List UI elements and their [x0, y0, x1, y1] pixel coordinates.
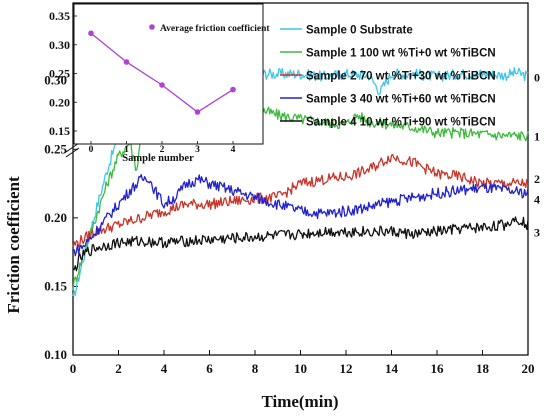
legend-label: Sample 3 40 wt %Ti+60 wt %TiBCN — [306, 94, 496, 106]
inset-y-tick-label: 0.20 — [49, 95, 70, 109]
series-line — [72, 174, 529, 257]
series-line — [72, 216, 529, 272]
y-tick-label: 0.20 — [44, 210, 67, 225]
x-tick-label: 2 — [115, 361, 122, 376]
legend-label: Sample 2 70 wt %Ti+30 wt %TiBCN — [306, 71, 496, 83]
x-tick-label: 8 — [252, 361, 259, 376]
inset-y-tick-label: 0.15 — [49, 124, 70, 138]
x-tick-label: 0 — [70, 361, 77, 376]
inset-y-tick-label: 0.30 — [49, 38, 70, 52]
inset-x-axis-label: Sample number — [122, 153, 194, 164]
inset-x-tick-label: 4 — [231, 145, 236, 155]
legend-label: Sample 0 Substrate — [306, 25, 413, 37]
x-axis-label: Time(min) — [261, 392, 338, 411]
inset-frame — [73, 3, 264, 145]
series-end-label: 3 — [534, 226, 540, 240]
inset-y-tick-label: 0.25 — [49, 67, 70, 81]
x-tick-label: 4 — [161, 361, 168, 376]
series-end-label: 2 — [534, 172, 540, 186]
legend-label: Sample 4 10 wt %Ti+90 wt %TiBCN — [306, 117, 496, 129]
inset-x-tick-label: 1 — [124, 145, 129, 155]
y-axis-label: Friction coefficient — [4, 176, 23, 314]
legend-label: Sample 1 100 wt %Ti+0 wt %TiBCN — [306, 48, 496, 60]
x-tick-label: 16 — [431, 361, 445, 376]
inset-x-tick-label: 2 — [160, 145, 165, 155]
series-end-label: 0 — [534, 71, 540, 85]
x-tick-label: 20 — [522, 361, 535, 376]
y-tick-label: 0.30 — [44, 73, 67, 88]
y-tick-label: 0.15 — [44, 278, 67, 293]
series-end-label: 1 — [534, 130, 540, 144]
inset-x-tick-label: 3 — [195, 145, 200, 155]
inset-legend-marker — [149, 24, 155, 30]
x-tick-label: 10 — [294, 361, 307, 376]
inset-data-point — [159, 82, 165, 88]
inset-y-tick-label: 0.35 — [49, 9, 70, 23]
y-tick-label: 0.25 — [44, 141, 67, 156]
series-end-label: 4 — [534, 193, 540, 207]
inset-x-tick-label: 0 — [89, 145, 94, 155]
y-tick-label: 0.10 — [44, 347, 67, 362]
x-tick-label: 12 — [340, 361, 353, 376]
inset-data-point — [230, 86, 236, 93]
inset-data-point — [123, 59, 130, 65]
inset-legend-label: Average friction coefficient — [160, 24, 270, 34]
x-tick-label: 18 — [476, 361, 490, 376]
series-line — [72, 153, 529, 248]
x-tick-label: 6 — [206, 361, 213, 376]
inset-data-point — [88, 30, 94, 37]
x-tick-label: 14 — [385, 361, 399, 376]
inset-data-point — [194, 109, 201, 115]
